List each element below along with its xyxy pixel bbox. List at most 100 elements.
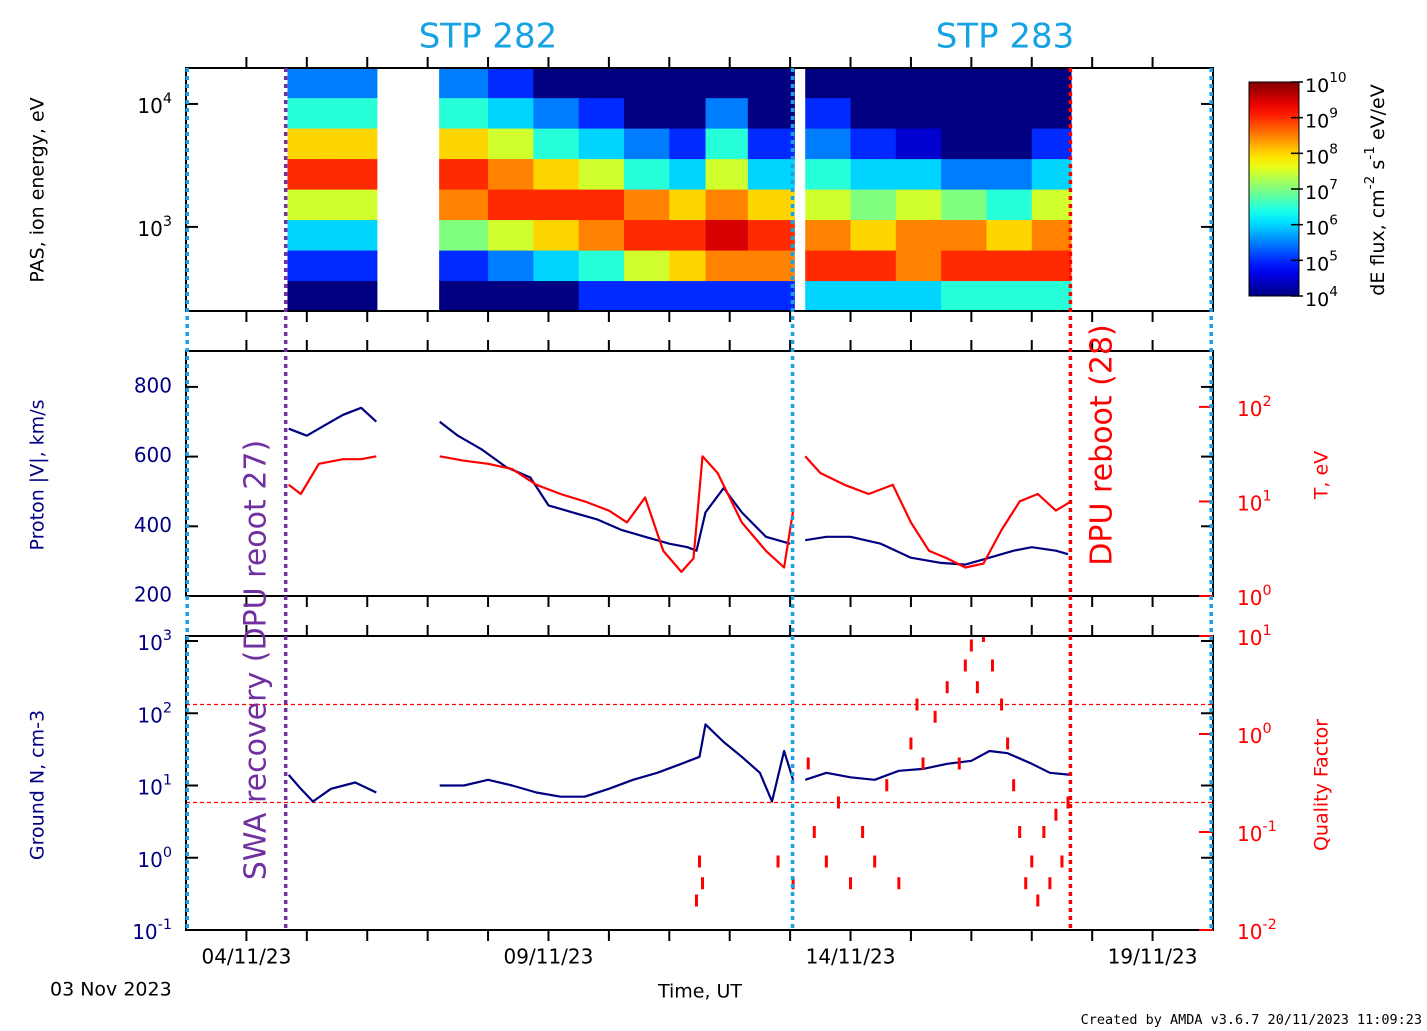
spectrogram-cell [986, 280, 1033, 311]
y2-axis-label: T, eV [1311, 451, 1333, 500]
data-point [933, 710, 937, 723]
plot-area [288, 406, 1072, 573]
colorbar-tick-label: 105 [1305, 248, 1338, 275]
tick-exponent: 1 [1262, 623, 1271, 639]
spectrogram-cell [705, 219, 749, 251]
spectrogram-cell [287, 189, 332, 221]
data-line [287, 723, 1072, 803]
y2-tick-label: 100 [1237, 721, 1272, 748]
spectrogram-cell [895, 68, 942, 99]
spectrogram-cell [287, 219, 332, 251]
data-point [909, 737, 913, 750]
spectrogram-cell [850, 128, 897, 160]
spectrogram-cell [330, 250, 378, 282]
spectrogram-cell [488, 219, 534, 251]
spectrogram-cell [439, 280, 489, 311]
spectrogram-cell [941, 158, 987, 190]
spectrogram-cell [895, 189, 942, 221]
y-tick-label: 200 [134, 583, 172, 607]
spectrogram-cell [669, 97, 707, 129]
spectrogram-cell [623, 158, 670, 190]
spectrogram-cell [578, 280, 625, 311]
tick-mantissa: 10 [132, 920, 157, 944]
spectrogram-cell [439, 219, 489, 251]
spectrogram-cell [1031, 280, 1072, 311]
spectrogram-cell [850, 280, 897, 311]
spectrogram-cell [287, 158, 332, 190]
spectrogram-cell [578, 219, 625, 251]
spectrogram-cell [850, 189, 897, 221]
spectrogram-cell [669, 68, 707, 99]
spectrogram-cell [705, 189, 749, 221]
data-point [957, 757, 961, 770]
label-part: s [1367, 160, 1389, 176]
y2-tick-label: 101 [1237, 623, 1272, 650]
spectrogram-cell [705, 250, 749, 282]
spectrogram-cell [533, 250, 580, 282]
tick-exponent: 0 [1262, 721, 1271, 737]
data-point [791, 877, 795, 890]
data-point [1066, 796, 1070, 809]
y2-tick-label: 101 [1237, 488, 1272, 515]
y-axis-label: Ground N, cm-3 [27, 710, 49, 860]
tick-exponent: 2 [1262, 394, 1271, 410]
tick-exponent: 8 [1329, 141, 1338, 157]
spectrogram-cell [986, 219, 1033, 251]
spectrogram-cell [805, 219, 852, 251]
spectrogram-cell [747, 219, 795, 251]
spectrogram-cell [330, 128, 378, 160]
tick-exponent: 0 [163, 845, 172, 861]
spectrogram-cell [439, 68, 489, 99]
spectrogram-cell [850, 68, 897, 99]
spectrogram-cell [533, 97, 580, 129]
spectrogram-cell [623, 189, 670, 221]
spectrogram-cell [623, 250, 670, 282]
data-point [694, 894, 698, 907]
spectrogram-cell [705, 280, 749, 311]
data-line [288, 406, 1069, 566]
spectrogram-cell [895, 280, 942, 311]
x-tick-label: 19/11/23 [1108, 945, 1198, 969]
data-point [806, 757, 810, 770]
data-point [849, 877, 853, 890]
spectrogram-cell [330, 280, 378, 311]
tick-mantissa: 10 [1237, 586, 1262, 610]
spectrogram-cell [941, 128, 987, 160]
spectrogram-cell [895, 219, 942, 251]
spectrogram-cell [488, 280, 534, 311]
spectrogram-cell [287, 280, 332, 311]
tick-exponent: 3 [163, 214, 172, 230]
spectrogram-cell [488, 97, 534, 129]
spectrogram-cell [747, 280, 795, 311]
start-date: 03 Nov 2023 [50, 979, 172, 1001]
footer: Created by AMDA v3.6.7 20/11/2023 11:09:… [1081, 1012, 1422, 1028]
spectrogram-cell [986, 68, 1033, 99]
x-tick-label: 14/11/23 [806, 945, 896, 969]
y-tick-label: 10-1 [132, 917, 172, 944]
data-point [1042, 826, 1046, 838]
spectrogram-cell [805, 128, 852, 160]
label-exponent: -1 [1362, 146, 1378, 160]
y-tick-label: 103 [137, 214, 172, 241]
spectrogram-cell [705, 158, 749, 190]
data-point [1048, 877, 1052, 890]
spectrogram-cell [895, 250, 942, 282]
spectrogram-cell [986, 97, 1033, 129]
colorbar-tick-label: 107 [1305, 177, 1338, 204]
spectrogram-cell [941, 68, 987, 99]
spectrogram-cell [488, 128, 534, 160]
data-point [1054, 808, 1058, 821]
data-point [969, 639, 973, 652]
y-tick-label: 800 [134, 373, 172, 397]
spectrogram-cell [747, 97, 795, 129]
data-point [915, 698, 919, 711]
y2-tick-label: 10-2 [1237, 917, 1277, 944]
spectrogram-cell [488, 250, 534, 282]
tick-mantissa: 10 [1237, 626, 1262, 650]
y2-tick-label: 10-1 [1237, 819, 1277, 846]
spectrogram-cell [533, 189, 580, 221]
panel-frame [185, 350, 1214, 597]
tick-mantissa: 10 [1305, 110, 1329, 132]
spectrogram-cell [287, 128, 332, 160]
colorbar-tick-label: 104 [1305, 284, 1338, 311]
